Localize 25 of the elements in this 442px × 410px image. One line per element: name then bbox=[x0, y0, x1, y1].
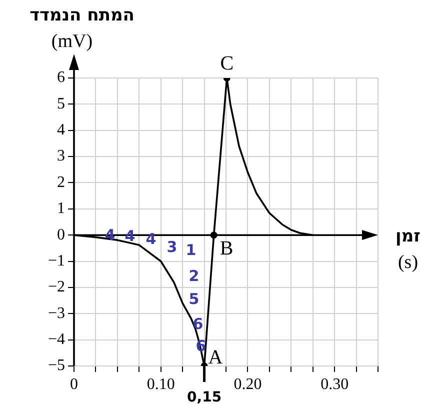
x-tick-label: 0.10 bbox=[146, 376, 175, 393]
y-tick-label: 1 bbox=[57, 200, 65, 218]
y-tick-label: −1 bbox=[48, 252, 65, 270]
annotation: 6 bbox=[192, 314, 204, 333]
y-tick-label: 6 bbox=[57, 69, 65, 86]
y-tick-label: −2 bbox=[48, 278, 65, 296]
x-tick-label: 0 bbox=[70, 376, 78, 393]
annotation: 2 bbox=[188, 266, 200, 285]
annotation: B bbox=[220, 237, 234, 260]
annotation: 1 bbox=[186, 240, 196, 259]
annotation: C bbox=[220, 52, 234, 74]
y-tick-label: −5 bbox=[48, 357, 65, 374]
annotation: 5 bbox=[188, 290, 200, 308]
annotation: 0,15 bbox=[187, 390, 222, 406]
annotation: A bbox=[208, 346, 224, 368]
y-tick-label: 2 bbox=[57, 174, 65, 191]
annotation: 3 bbox=[166, 238, 178, 256]
y-tick-label: 3 bbox=[57, 148, 65, 165]
y-tick-label: 4 bbox=[57, 122, 65, 139]
x-tick-label: 0.30 bbox=[320, 376, 349, 393]
y-tick-label: −4 bbox=[48, 331, 65, 348]
y-tick-label: 5 bbox=[57, 95, 65, 112]
y-tick-label: −3 bbox=[48, 304, 65, 322]
y-tick-label: 0 bbox=[57, 226, 65, 244]
x-tick-label: 0.20 bbox=[234, 376, 262, 393]
